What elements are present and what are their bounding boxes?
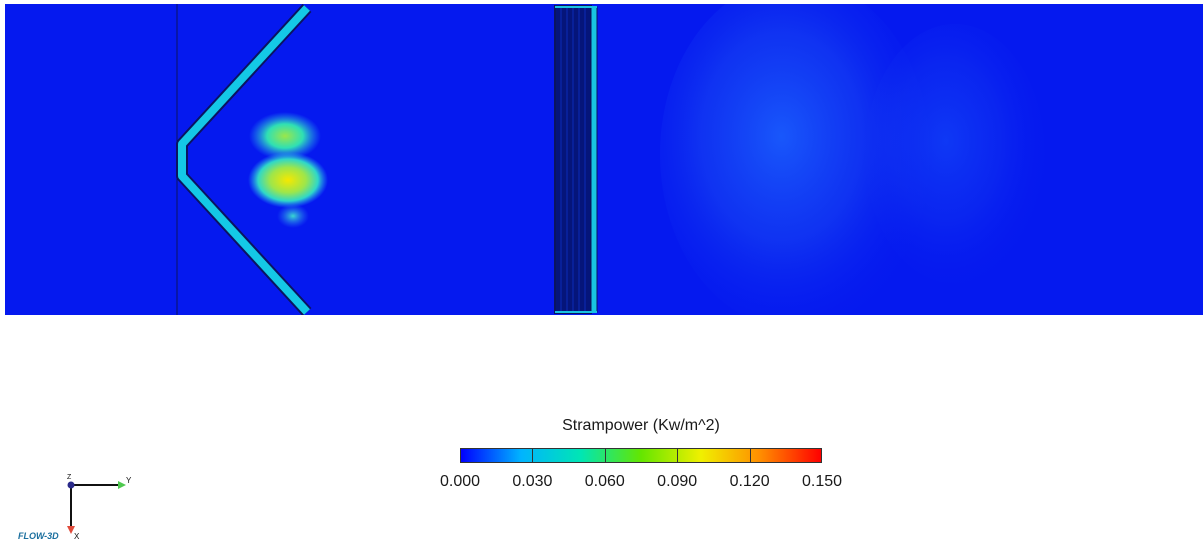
legend-tick-mark — [604, 449, 606, 463]
y-axis-arrowhead — [118, 481, 126, 489]
contour-plot-viewport — [5, 4, 1203, 315]
legend-colorbar — [460, 448, 822, 463]
hotspot-lower — [248, 152, 328, 208]
grate-bars — [560, 8, 586, 311]
legend-tick-label: 0.120 — [729, 473, 770, 490]
z-axis-label: Z — [67, 474, 72, 481]
legend-tick-label: 0.000 — [439, 473, 481, 490]
legend-tick-label: 0.150 — [801, 473, 843, 490]
legend-tick-label: 0.030 — [512, 473, 553, 490]
axis-triad: Z Y X FLOW-3D — [18, 474, 132, 541]
legend-tick-mark — [532, 449, 534, 463]
downstream-plume-tail — [865, 24, 1045, 284]
legend-tick-mark — [749, 449, 751, 463]
z-axis-dot — [67, 481, 75, 489]
legend-tick-label: 0.060 — [584, 473, 625, 490]
hotspot-small — [277, 204, 309, 228]
x-axis-label: X — [74, 532, 80, 541]
legend-tick-mark — [677, 449, 679, 463]
legend-tick-label: 0.090 — [657, 473, 698, 490]
grate-wall — [590, 6, 598, 313]
hotspot-upper — [249, 112, 321, 160]
y-axis-label: Y — [126, 476, 132, 485]
downstream-plume — [660, 4, 930, 315]
flow3d-logo: FLOW-3D — [18, 531, 59, 541]
legend-title: Strampower (Kw/m^2) — [562, 417, 720, 434]
x-axis-arrowhead — [67, 526, 75, 534]
v-weir-wall — [178, 5, 310, 315]
